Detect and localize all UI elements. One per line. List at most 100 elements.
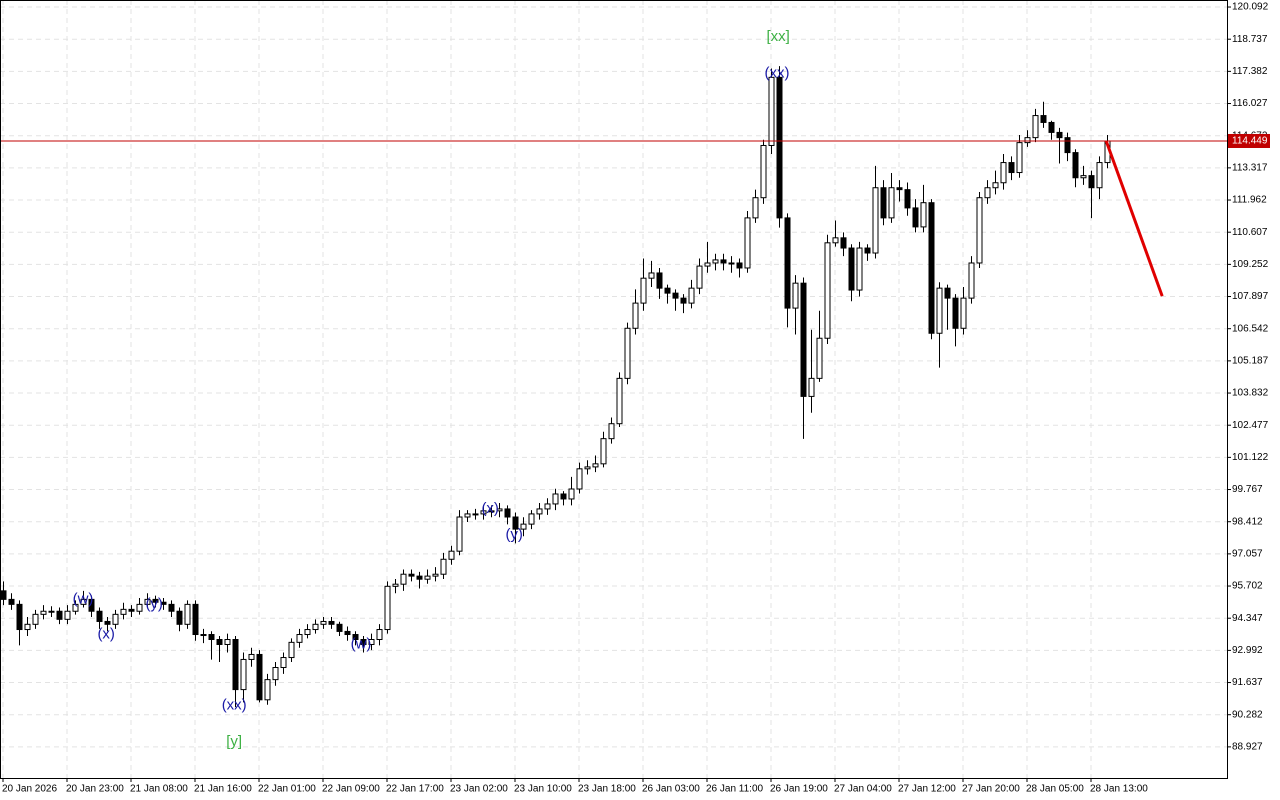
candle-body (928, 202, 935, 334)
wave-label: (xx) (222, 697, 247, 714)
candle-body (856, 247, 863, 291)
x-tick-label: 20 Jan 2026 (2, 784, 57, 795)
x-tick-label: 28 Jan 05:00 (1026, 784, 1084, 795)
wave-label: [xx] (767, 28, 790, 45)
candle-body (736, 262, 743, 269)
candle-body (64, 610, 71, 620)
candle-body (888, 187, 895, 219)
y-tick-label: 107.897 (1232, 291, 1269, 302)
candle-body (752, 197, 759, 219)
candle-body (408, 573, 415, 577)
candle-body (1064, 137, 1071, 154)
candle-body (464, 513, 471, 518)
x-tick-label: 26 Jan 03:00 (642, 784, 700, 795)
candle-body (392, 583, 399, 587)
candle-body (656, 272, 663, 289)
candle-body (592, 463, 599, 468)
candle-body (96, 610, 103, 622)
y-tick-label: 98.412 (1232, 516, 1263, 527)
candle-body (904, 189, 911, 209)
candle-body (808, 377, 815, 397)
candle-body (344, 630, 351, 636)
y-tick-label: 91.637 (1232, 677, 1263, 688)
candle-body (712, 259, 719, 264)
candle-body (1000, 162, 1007, 184)
y-tick-label: 94.347 (1232, 613, 1263, 624)
x-tick-label: 23 Jan 18:00 (578, 784, 636, 795)
candle-body (840, 237, 847, 249)
candle-body (696, 265, 703, 289)
candle-body (24, 623, 31, 631)
x-tick-label: 21 Jan 16:00 (194, 784, 252, 795)
candle-body (768, 76, 775, 146)
candle-body (176, 610, 183, 625)
y-tick-label: 90.282 (1232, 709, 1263, 720)
candle-body (352, 634, 359, 641)
candle-body (880, 187, 887, 219)
candle-body (336, 623, 343, 632)
x-tick-label: 27 Jan 20:00 (962, 784, 1020, 795)
candle-body (504, 508, 511, 518)
y-tick-label: 88.927 (1232, 742, 1263, 753)
candle-body (728, 262, 735, 265)
wave-label: (x) (481, 500, 499, 517)
candle-body (616, 377, 623, 425)
candle-body (984, 187, 991, 199)
candle-body (872, 187, 879, 254)
candle-body (576, 468, 583, 490)
candle-body (952, 297, 959, 329)
candle-body (744, 217, 751, 269)
candle-body (848, 247, 855, 291)
wave-label: (w) (73, 590, 94, 607)
candle-body (760, 144, 767, 199)
candle-body (968, 262, 975, 299)
candle-body (496, 508, 503, 512)
wave-label: (w) (351, 635, 372, 652)
candle-body (288, 641, 295, 659)
x-tick-label: 28 Jan 13:00 (1090, 784, 1148, 795)
candle-body (920, 202, 927, 228)
candle-body (624, 327, 631, 379)
candle-body (992, 182, 999, 189)
candle-body (88, 598, 95, 612)
x-tick-label: 27 Jan 12:00 (898, 784, 956, 795)
candle-body (208, 634, 215, 641)
y-tick-label: 103.832 (1232, 388, 1269, 399)
candle-body (280, 657, 287, 669)
y-tick-label: 97.057 (1232, 549, 1263, 560)
candle-body (1016, 142, 1023, 174)
candle-body (320, 620, 327, 625)
candle-body (608, 423, 615, 440)
candle-body (200, 634, 207, 637)
y-tick-label: 99.767 (1232, 484, 1263, 495)
candle-body (168, 603, 175, 612)
candle-body (480, 510, 487, 515)
candle-body (120, 608, 127, 615)
x-tick-label: 22 Jan 09:00 (322, 784, 380, 795)
y-tick-label: 116.027 (1232, 98, 1268, 109)
candle-body (312, 623, 319, 631)
y-tick-label: 117.382 (1232, 66, 1268, 77)
candle-body (560, 493, 567, 500)
candle-body (976, 197, 983, 264)
wave-label: (xx) (765, 64, 790, 81)
candle-body (960, 297, 967, 329)
candle-body (256, 653, 263, 701)
x-tick-label: 26 Jan 11:00 (706, 784, 764, 795)
candle-body (632, 302, 639, 329)
forecast-line (1104, 140, 1164, 297)
candle-body (1008, 162, 1015, 174)
candle-body (536, 508, 543, 515)
candle-body (232, 639, 239, 691)
candle-body (112, 613, 119, 625)
candle-body (1048, 121, 1055, 133)
candle-body (224, 639, 231, 645)
candle-body (192, 603, 199, 636)
candle-body (600, 438, 607, 465)
candle-body (376, 629, 383, 641)
y-tick-label: 106.542 (1232, 323, 1269, 334)
candle-body (824, 242, 831, 339)
current-price-label: 114.449 (1232, 136, 1268, 147)
y-tick-label: 113.317 (1232, 163, 1268, 174)
